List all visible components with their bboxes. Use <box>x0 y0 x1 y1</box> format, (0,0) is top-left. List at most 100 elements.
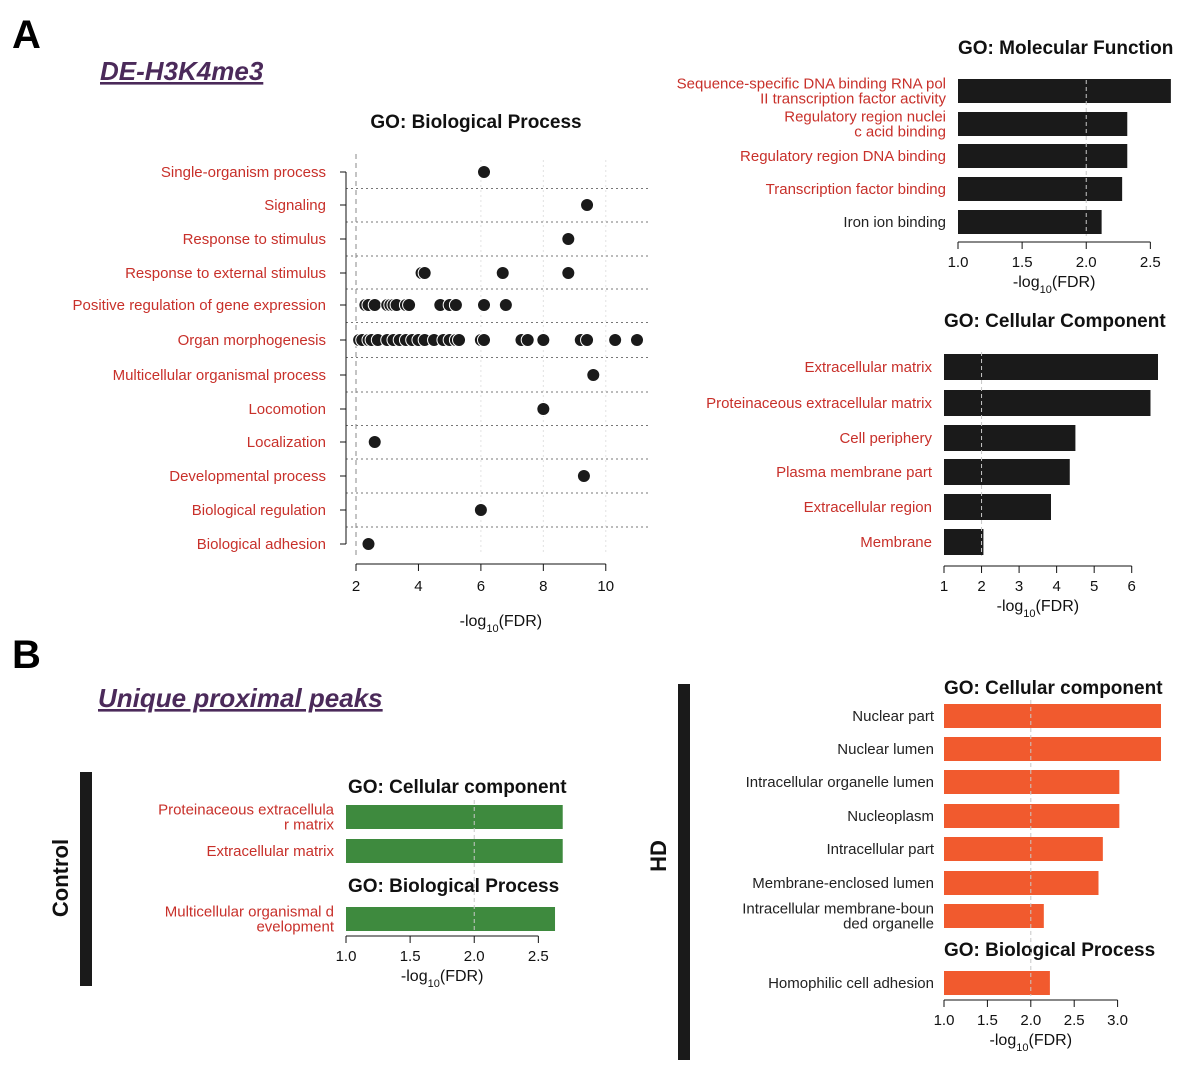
ctrl-bar <box>346 805 563 829</box>
bp-point <box>576 469 591 483</box>
mf-x-tick-label: 2.0 <box>1076 254 1097 271</box>
mf-x-tick-label: 1.0 <box>948 254 969 271</box>
ctrl-category-label: Proteinaceous extracellula r matrix <box>158 802 335 834</box>
ctrl-x-tick-label: 1.0 <box>336 948 357 965</box>
bp-point <box>520 333 535 347</box>
bp-x-tick-label: 4 <box>414 578 422 595</box>
bp-point <box>580 198 595 212</box>
ctrl-x-tick-label: 1.5 <box>400 948 421 965</box>
panel-a-letter: A <box>12 13 41 57</box>
hd-category-label: Intracellular part <box>826 841 934 858</box>
hd-x-tick-label: 3.0 <box>1107 1012 1128 1029</box>
hd-bar <box>944 804 1120 828</box>
bp-point <box>477 165 492 179</box>
cc-x-tick-label: 4 <box>1052 578 1060 595</box>
cc-bar <box>944 459 1070 485</box>
mf-x-tick-label: 1.5 <box>1012 254 1033 271</box>
cc-bar <box>944 354 1158 380</box>
mf-bar <box>958 79 1171 103</box>
cc-bar <box>944 425 1076 451</box>
bp-point <box>477 333 492 347</box>
chart-go-biological-process: GO: Biological Process Single-organism pr… <box>73 112 650 635</box>
cc-title: GO: Cellular Component <box>944 311 1166 332</box>
bp-category-label: Single-organism process <box>161 164 326 181</box>
bp-point <box>580 333 595 347</box>
cc-category-label: Cell periphery <box>839 430 932 447</box>
cc-x-axis-label: -log10(FDR) <box>997 598 1079 620</box>
bp-category-label: Localization <box>247 434 326 451</box>
hd-group-bar <box>678 684 690 1060</box>
ctrl-x-tick-label: 2.5 <box>528 948 549 965</box>
hd-bar <box>944 971 1050 995</box>
cc-bar <box>944 494 1051 520</box>
bp-category-label: Developmental process <box>169 468 326 485</box>
mf-x-tick-label: 2.5 <box>1140 254 1161 271</box>
bp-point <box>561 232 576 246</box>
bp-title: GO: Biological Process <box>370 112 581 133</box>
chart-hd-go: GO: Cellular component GO: Biological Pro… <box>742 678 1163 1054</box>
bp-x-tick-label: 8 <box>539 578 547 595</box>
chart-go-cellular-component: GO: Cellular Component Extracellular matr… <box>706 311 1166 620</box>
cc-x-tick-label: 5 <box>1090 578 1098 595</box>
ctrl-x-axis-label: -log10(FDR) <box>401 968 483 990</box>
bp-category-label: Multicellular organismal process <box>113 367 326 384</box>
hd-category-label: Membrane-enclosed lumen <box>752 875 934 892</box>
bp-point <box>498 298 513 312</box>
panel-b-letter: B <box>12 633 41 677</box>
bp-point <box>536 402 551 416</box>
hd-bar <box>944 837 1103 861</box>
bp-point <box>367 298 382 312</box>
bp-point <box>561 266 576 280</box>
mf-category-label: Regulatory region DNA binding <box>740 148 946 165</box>
hd-x-tick-label: 2.0 <box>1020 1012 1041 1029</box>
bp-category-label: Organ morphogenesis <box>178 332 326 349</box>
chart-control-go: GO: Cellular component GO: Biological Pro… <box>158 777 567 990</box>
ctrl-category-label: Multicellular organismal d evelopment <box>165 904 335 936</box>
mf-category-label: Regulatory region nuclei c acid binding <box>784 109 946 141</box>
cc-category-label: Plasma membrane part <box>776 464 933 481</box>
mf-bar <box>958 112 1128 136</box>
bp-point <box>417 266 432 280</box>
bp-point <box>586 368 601 382</box>
mf-bar <box>958 177 1123 201</box>
hd-x-axis-label: -log10(FDR) <box>990 1032 1072 1054</box>
bp-category-label: Response to external stimulus <box>125 265 326 282</box>
ctrl-x-tick-label: 2.0 <box>464 948 485 965</box>
cc-category-label: Membrane <box>860 534 932 551</box>
bp-point <box>448 298 463 312</box>
ctrl-title-2: GO: Biological Process <box>348 876 559 897</box>
bp-point <box>367 435 382 449</box>
cc-category-label: Proteinaceous extracellular matrix <box>706 395 932 412</box>
cc-x-tick-label: 6 <box>1128 578 1136 595</box>
hd-category-label: Homophilic cell adhesion <box>768 975 934 992</box>
bp-point <box>477 298 492 312</box>
cc-category-label: Extracellular matrix <box>804 359 932 376</box>
hd-x-tick-label: 2.5 <box>1064 1012 1085 1029</box>
bp-category-label: Locomotion <box>248 401 326 418</box>
control-group-label: Control <box>48 839 73 917</box>
bp-x-tick-label: 10 <box>597 578 614 595</box>
hd-category-label: Intracellular membrane-boun ded organelle <box>742 901 934 933</box>
hd-bar <box>944 904 1044 928</box>
bp-category-label: Positive regulation of gene expression <box>73 297 327 314</box>
ctrl-category-label: Extracellular matrix <box>206 843 334 860</box>
hd-bar <box>944 737 1161 761</box>
bp-category-label: Biological regulation <box>192 502 326 519</box>
ctrl-title: GO: Cellular component <box>348 777 567 798</box>
hd-category-label: Intracellular organelle lumen <box>746 774 934 791</box>
mf-category-label: Transcription factor binding <box>766 181 946 198</box>
panel-a-subtitle: DE-H3K4me3 <box>100 56 264 86</box>
bp-category-label: Signaling <box>264 197 326 214</box>
hd-group-label: HD <box>646 840 671 872</box>
hd-category-label: Nuclear lumen <box>837 741 934 758</box>
ctrl-bar <box>346 839 563 863</box>
hd-x-tick-label: 1.5 <box>977 1012 998 1029</box>
bp-x-tick-label: 2 <box>352 578 360 595</box>
cc-bar <box>944 529 984 555</box>
bp-point <box>630 333 644 347</box>
bp-point <box>495 266 510 280</box>
bp-category-label: Response to stimulus <box>183 231 326 248</box>
mf-x-axis-label: -log10(FDR) <box>1013 274 1095 296</box>
bp-point <box>536 333 551 347</box>
